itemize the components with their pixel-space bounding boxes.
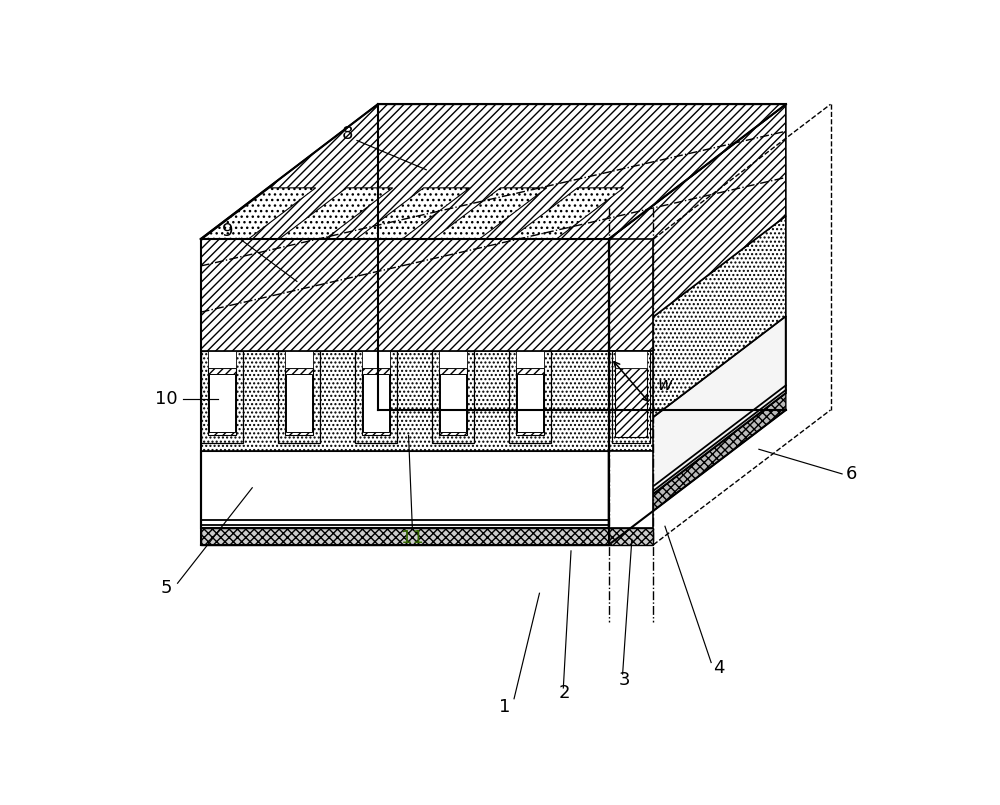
Polygon shape (609, 216, 786, 451)
Polygon shape (432, 351, 474, 443)
Polygon shape (609, 451, 653, 528)
Polygon shape (609, 105, 786, 351)
Polygon shape (279, 188, 393, 239)
Polygon shape (516, 351, 544, 368)
Polygon shape (208, 351, 236, 368)
Polygon shape (363, 374, 389, 431)
Polygon shape (615, 351, 647, 368)
Text: 4: 4 (713, 659, 725, 677)
Polygon shape (285, 368, 313, 436)
Polygon shape (202, 188, 316, 239)
Polygon shape (517, 374, 543, 431)
Polygon shape (209, 374, 235, 431)
Polygon shape (439, 368, 467, 436)
Polygon shape (201, 528, 609, 545)
Text: 8: 8 (341, 125, 353, 142)
Polygon shape (440, 374, 466, 431)
Polygon shape (362, 351, 390, 368)
Polygon shape (362, 368, 390, 436)
Polygon shape (285, 351, 313, 368)
Text: 1: 1 (499, 698, 510, 716)
Polygon shape (208, 368, 236, 436)
Polygon shape (609, 528, 653, 545)
Polygon shape (612, 351, 650, 443)
Polygon shape (609, 393, 786, 545)
Polygon shape (356, 188, 470, 239)
Polygon shape (433, 188, 547, 239)
Polygon shape (355, 351, 397, 443)
Text: 11: 11 (401, 529, 424, 547)
Polygon shape (609, 239, 653, 351)
Text: 3: 3 (618, 671, 630, 689)
Polygon shape (278, 351, 320, 443)
Polygon shape (201, 393, 786, 528)
Text: 10: 10 (155, 390, 177, 408)
Text: 9: 9 (222, 222, 233, 241)
Text: 5: 5 (160, 579, 172, 597)
Polygon shape (201, 239, 609, 351)
Text: w: w (657, 377, 672, 394)
Polygon shape (201, 105, 786, 239)
Polygon shape (201, 351, 609, 451)
Polygon shape (615, 368, 647, 437)
Polygon shape (286, 374, 312, 431)
Text: 6: 6 (846, 465, 857, 483)
Text: 2: 2 (559, 684, 571, 702)
Polygon shape (439, 351, 467, 368)
Polygon shape (201, 351, 243, 443)
Polygon shape (201, 451, 609, 528)
Polygon shape (609, 351, 653, 451)
Polygon shape (510, 188, 624, 239)
Polygon shape (609, 316, 786, 528)
Polygon shape (516, 368, 544, 436)
Polygon shape (509, 351, 551, 443)
